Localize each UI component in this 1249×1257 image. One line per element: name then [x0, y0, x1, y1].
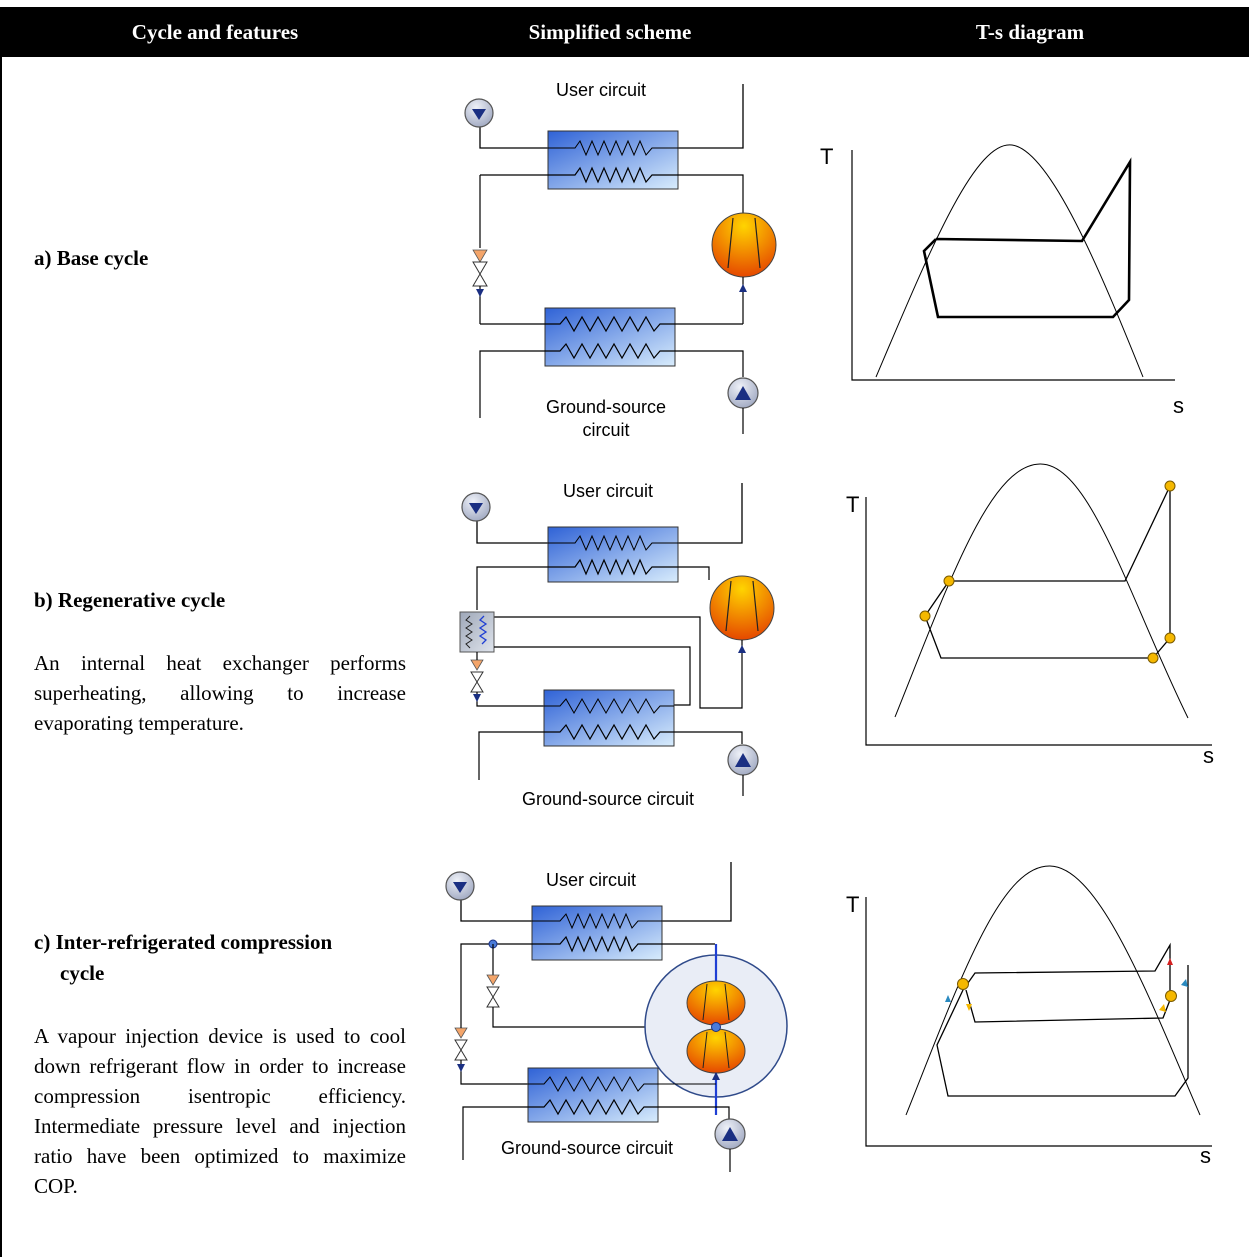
ts-c-axes — [865, 897, 1212, 1147]
ts-a-cycle — [922, 157, 1132, 319]
ts-a-y-label: T — [820, 144, 833, 169]
ts-c-x-label: s — [1200, 1143, 1211, 1168]
ts-c-main-loop — [936, 965, 1189, 1097]
scheme-b: User circuit Ground-source circuit — [459, 481, 775, 809]
ts-b-x-label: s — [1203, 743, 1214, 768]
ts-c-state-points — [945, 958, 1188, 1012]
scheme-b-condenser — [547, 526, 679, 583]
scheme-b-expansion-valve — [470, 659, 484, 693]
scheme-c-user-circuit-label: User circuit — [546, 870, 636, 890]
scheme-b-user-circuit-label: User circuit — [563, 481, 653, 501]
scheme-c-pump-top — [445, 871, 475, 901]
scheme-c-intermediate-valve — [486, 974, 500, 1008]
ts-diagram-a: T s — [820, 144, 1184, 418]
scheme-c-ground-label: Ground-source circuit — [501, 1138, 673, 1158]
ts-diagram-b: T s — [846, 463, 1214, 768]
ts-diagram-c: T s — [846, 865, 1212, 1168]
row-b-title: b) Regenerative cycle — [34, 588, 226, 612]
row-a-title: a) Base cycle — [34, 246, 149, 270]
ts-b-state-points — [919, 480, 1176, 664]
scheme-b-pump-bottom — [727, 744, 759, 776]
scheme-c: User circuit Ground-source circuit — [445, 862, 788, 1172]
ts-c-saturation-dome — [905, 865, 1201, 1116]
ts-b-axes — [865, 497, 1212, 746]
ts-c-y-label: T — [846, 892, 859, 917]
scheme-b-compressor — [709, 575, 775, 641]
scheme-c-compressor-module — [644, 944, 788, 1115]
ts-a-x-label: s — [1173, 393, 1184, 418]
scheme-b-internal-heat-exchanger — [459, 611, 495, 653]
ts-a-axes — [851, 150, 1175, 381]
table-left-border — [0, 57, 2, 1257]
header-ts-diagram: T-s diagram — [975, 20, 1085, 44]
scheme-a-user-circuit-label: User circuit — [556, 80, 646, 100]
scheme-b-pump-top — [461, 492, 491, 522]
row-c-title-line2: cycle — [60, 961, 105, 985]
header-cycle-features: Cycle and features — [131, 20, 299, 44]
scheme-b-ground-label: Ground-source circuit — [522, 789, 694, 809]
scheme-a-ground-label-1: Ground-source — [546, 397, 666, 417]
scheme-c-pump-bottom — [714, 1118, 746, 1150]
scheme-a-pump-top — [464, 98, 494, 128]
scheme-a-condenser — [547, 130, 679, 190]
row-b-description: An internal heat exchanger performs supe… — [34, 651, 406, 735]
scheme-c-expansion-valve — [454, 1027, 468, 1061]
scheme-a-ground-label-2: circuit — [582, 420, 629, 440]
ts-b-cycle — [924, 485, 1171, 659]
ts-a-saturation-dome — [875, 144, 1144, 378]
scheme-a-pump-bottom — [727, 377, 759, 409]
table-header: Cycle and features Simplified scheme T-s… — [0, 7, 1249, 57]
row-c-title-line1: c) Inter-refrigerated compression — [34, 930, 333, 954]
ts-b-y-label: T — [846, 492, 859, 517]
scheme-a-expansion-valve — [472, 249, 488, 287]
scheme-a-evaporator — [544, 307, 676, 367]
ts-c-intermediate-loop — [962, 942, 1171, 1023]
scheme-c-condenser — [531, 905, 663, 961]
header-simplified-scheme: Simplified scheme — [528, 20, 692, 44]
scheme-a-compressor — [711, 212, 777, 278]
ts-b-saturation-dome — [894, 463, 1189, 719]
scheme-a: User circuit Ground-source circuit — [464, 80, 777, 440]
row-c-description: A vapour injection device is used to coo… — [34, 1024, 406, 1198]
